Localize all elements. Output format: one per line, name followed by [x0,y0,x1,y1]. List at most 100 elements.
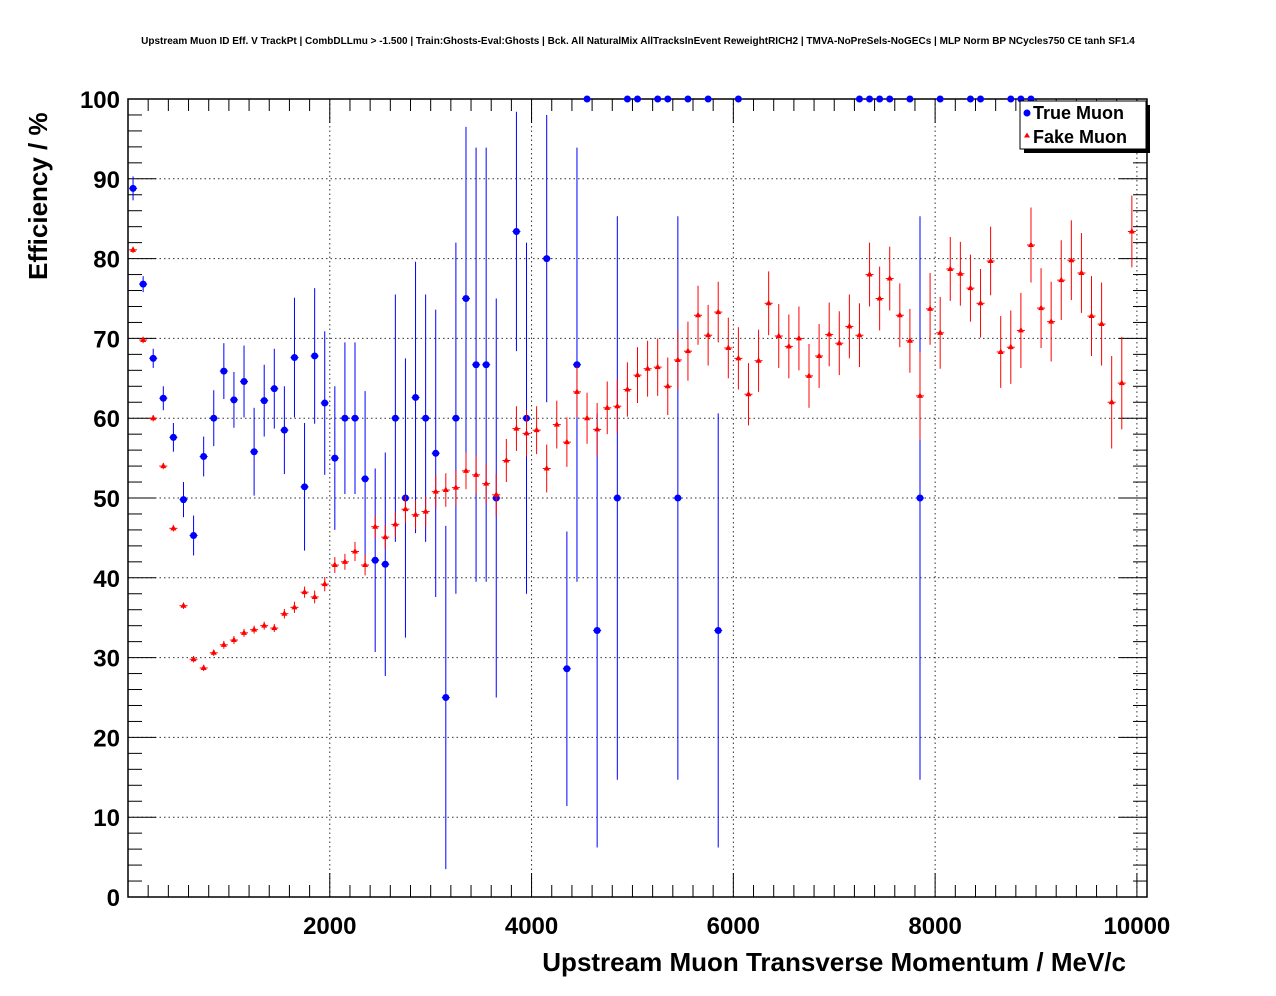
data-point [462,467,469,473]
data-point [210,414,218,422]
data-point [906,95,914,103]
data-point [240,377,248,385]
data-point [452,414,460,422]
data-point [402,505,409,512]
data-point [573,361,581,369]
data-point [1128,227,1135,234]
data-point [281,610,288,616]
data-point [987,257,994,263]
data-point [473,471,480,477]
y-tick-label: 10 [93,805,120,832]
data-point [966,95,974,103]
x-tick-label: 8000 [908,913,961,940]
data-point [543,255,551,263]
data-point [493,491,500,497]
data-point [512,227,520,235]
data-point [745,390,752,397]
data-point [715,308,722,315]
data-point [775,332,782,339]
data-point [170,524,177,531]
data-point [503,456,510,463]
data-point [896,311,903,318]
data-point [735,354,742,361]
legend-fake-muon-marker [1024,132,1030,138]
data-point [160,462,167,469]
data-point [412,511,419,517]
data-point [785,342,792,349]
data-point [1007,343,1014,350]
x-axis-label: Upstream Muon Transverse Momentum / MeV/… [542,947,1126,977]
data-point [866,271,873,277]
data-point [301,588,308,595]
data-point [462,295,470,302]
data-point [1078,269,1085,275]
data-point [130,246,137,252]
data-point [614,402,621,409]
data-point [381,560,389,568]
data-point [190,532,198,540]
data-point [816,352,823,358]
data-point [836,339,843,346]
data-point [886,95,894,103]
data-point [341,414,349,422]
data-point [1048,318,1055,324]
data-point [341,558,348,564]
data-point [644,365,651,371]
data-point [634,371,641,378]
data-point [695,311,702,318]
data-point [180,602,187,608]
data-point [674,494,682,502]
data-point [139,280,147,288]
data-point [795,334,802,341]
x-tick-label: 10000 [1104,913,1171,940]
data-point [533,426,540,433]
data-point [1017,326,1024,333]
data-point [482,361,490,369]
data-point [513,425,520,431]
data-point [1088,312,1095,319]
data-point [977,95,985,103]
data-point [392,520,399,527]
data-point [362,561,369,568]
data-point [594,425,601,432]
data-point [140,336,147,342]
data-point [654,95,662,103]
data-point [179,496,187,504]
y-tick-label: 30 [93,646,120,673]
data-point [432,449,440,457]
data-point [280,426,288,434]
data-point [916,494,924,502]
data-point [553,421,560,427]
data-point [251,626,258,632]
data-point [916,392,923,398]
data-point [906,337,913,343]
data-point [704,95,712,103]
data-series [129,95,1136,870]
data-point [190,655,197,662]
data-point [563,665,571,673]
data-point [947,265,954,271]
data-point [311,352,319,360]
data-point [573,388,580,394]
data-point [1098,320,1105,327]
data-point [1058,276,1065,283]
data-point [422,508,429,514]
data-point [290,354,298,362]
data-point [129,184,137,192]
data-point [583,95,591,103]
y-tick-label: 100 [80,87,120,114]
data-point [684,347,691,354]
data-point [472,361,480,369]
data-point [634,95,641,103]
data-point [442,694,450,701]
data-point [563,438,570,445]
data-point [452,484,459,490]
chart-title: Upstream Muon ID Eff. V TrackPt | CombDL… [141,36,1135,47]
data-point [957,270,964,276]
data-point [593,626,601,634]
data-point [361,475,369,483]
data-point [886,275,893,281]
data-point [1068,256,1075,263]
data-point [150,414,157,421]
data-point [220,641,227,647]
